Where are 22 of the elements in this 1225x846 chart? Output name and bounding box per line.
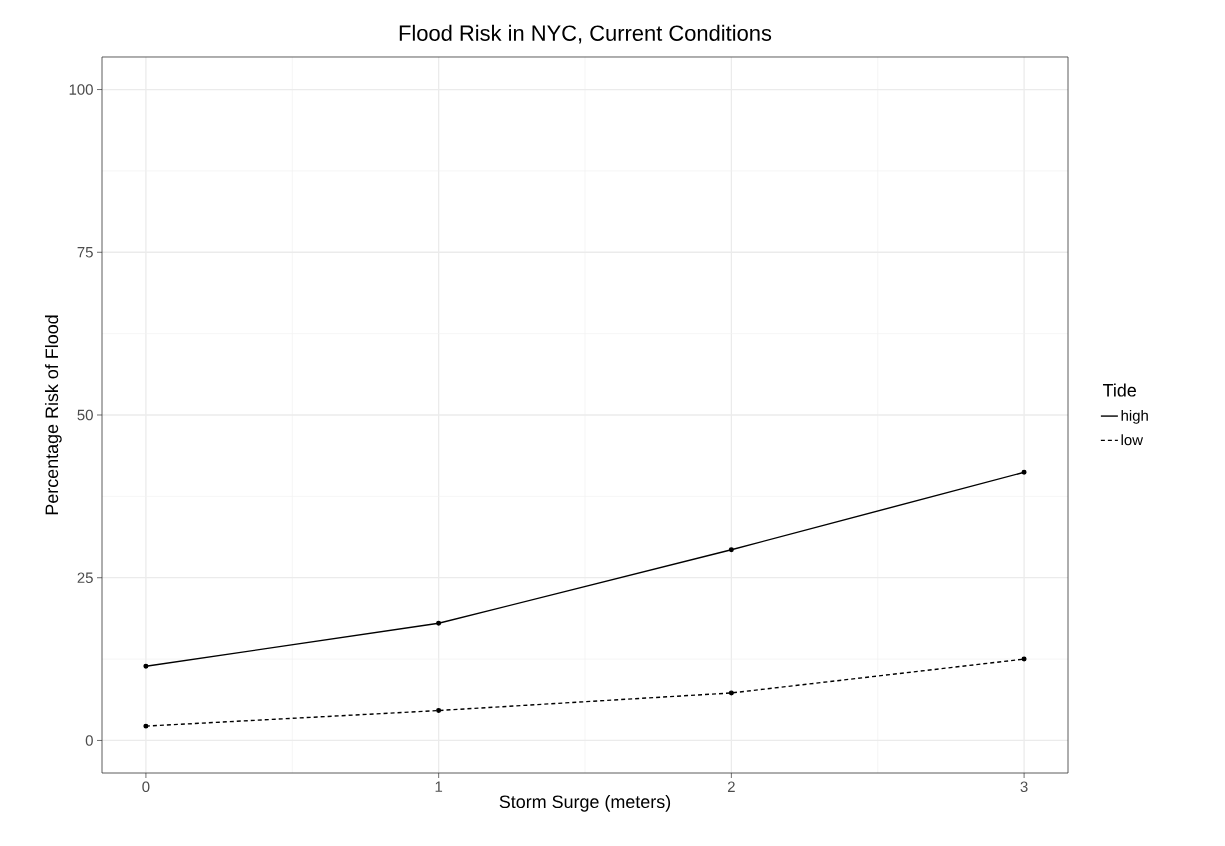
y-tick-label: 50 <box>77 409 93 421</box>
y-tick-label: 75 <box>77 247 93 258</box>
y-tick-label: 25 <box>77 572 93 584</box>
x-tick-label: 3 <box>1020 781 1028 793</box>
legend-label: low <box>1121 434 1144 446</box>
legend-label: high <box>1121 409 1148 424</box>
point <box>1021 469 1027 475</box>
y-axis-title: Percentage Risk of Flood <box>44 315 62 515</box>
point <box>436 620 442 626</box>
point <box>728 690 734 696</box>
x-tick-label: 0 <box>142 781 150 793</box>
x-axis-title: Storm Surge (meters) <box>499 794 671 812</box>
legend-title: Tide <box>1102 383 1136 397</box>
point <box>143 663 149 669</box>
x-tick-label: 1 <box>435 781 443 792</box>
chart-title: Flood Risk in NYC, Current Conditions <box>399 24 772 44</box>
x-tick-label: 2 <box>727 781 735 792</box>
y-tick-label: 100 <box>69 84 93 95</box>
point <box>436 708 442 713</box>
y-tick-label: 0 <box>85 735 93 746</box>
point <box>728 547 734 553</box>
point <box>143 723 149 729</box>
